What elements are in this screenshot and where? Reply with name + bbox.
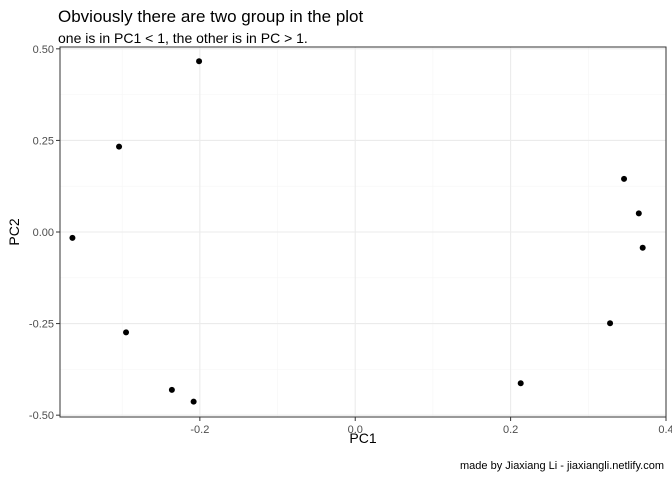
y-axis-title: PC2 (6, 218, 22, 245)
data-point (116, 143, 123, 150)
y-tick-label: -0.25 (29, 319, 54, 331)
chart-subtitle: one is in PC1 < 1, the other is in PC > … (58, 30, 308, 46)
data-point (168, 386, 175, 393)
axes: -0.2 0.0 0.2 0.4 -0.50 -0.25 0.00 0.25 0.50 (29, 44, 672, 436)
data-point (190, 398, 197, 405)
x-axis-title: PC1 (349, 430, 376, 446)
data-point (517, 380, 524, 387)
data-point (123, 329, 130, 336)
x-tick-label: 0.2 (503, 424, 518, 436)
x-tick-label: 0.0 (348, 424, 363, 436)
x-tick-label: -0.2 (190, 424, 209, 436)
y-tick-label: -0.50 (29, 410, 54, 422)
grid-lines (60, 47, 667, 417)
y-tick-label: 0.50 (33, 44, 54, 56)
chart-caption: made by Jiaxiang Li - jiaxiangli.netlify… (460, 460, 664, 472)
y-tick-label: 0.25 (33, 135, 54, 147)
y-tick-label: 0.00 (33, 227, 54, 239)
data-point (69, 234, 76, 241)
data-point (196, 58, 203, 65)
data-points (69, 58, 646, 405)
data-point (621, 175, 628, 182)
chart-title: Obviously there are two group in the plo… (58, 7, 364, 26)
data-point (635, 210, 642, 217)
data-point (607, 320, 614, 327)
x-tick-label: 0.4 (658, 424, 672, 436)
data-point (639, 244, 646, 251)
